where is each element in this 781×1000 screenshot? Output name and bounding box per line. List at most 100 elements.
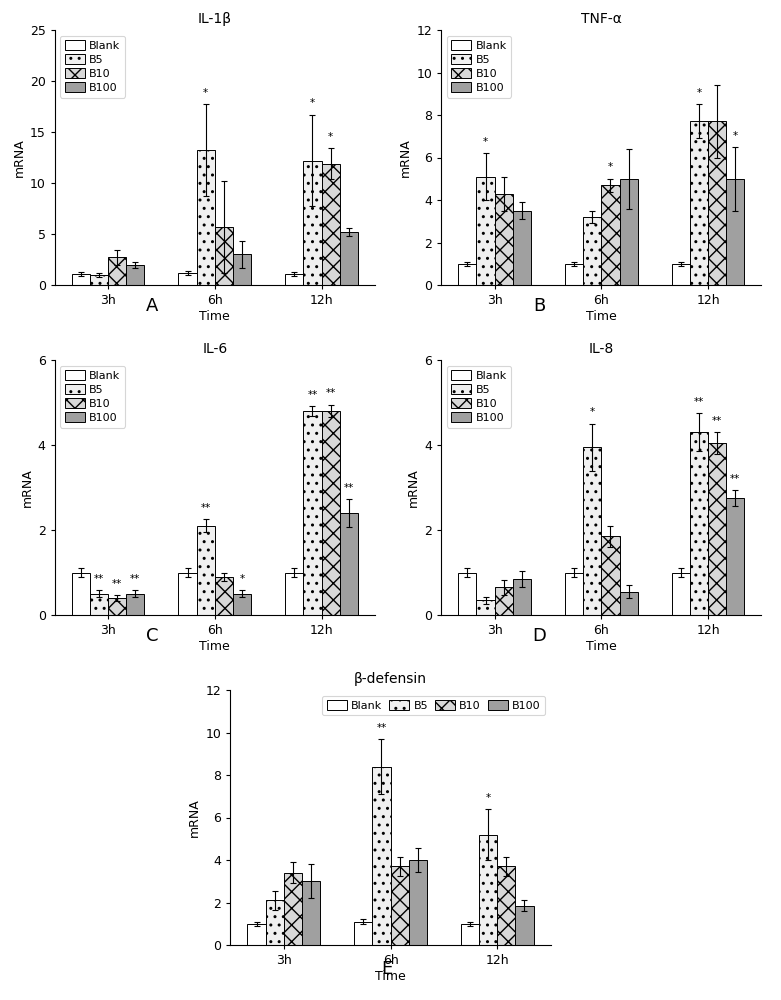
Text: **: **: [376, 722, 387, 732]
Text: **: **: [730, 474, 740, 484]
Bar: [266, 900, 284, 945]
Legend: Blank, B5, B10, B100: Blank, B5, B10, B100: [323, 696, 545, 715]
Bar: [583, 217, 601, 285]
Y-axis label: mRNA: mRNA: [20, 468, 34, 507]
Bar: [726, 179, 744, 285]
Bar: [583, 447, 601, 615]
Text: A: A: [146, 297, 159, 315]
Bar: [494, 587, 513, 615]
Text: **: **: [112, 579, 123, 589]
Bar: [672, 572, 690, 615]
Bar: [340, 513, 358, 615]
Bar: [127, 265, 144, 285]
Text: **: **: [712, 416, 722, 426]
Bar: [494, 194, 513, 285]
Bar: [619, 592, 637, 615]
Text: B: B: [533, 297, 545, 315]
Bar: [285, 572, 303, 615]
Bar: [690, 121, 708, 285]
Text: D: D: [532, 627, 546, 645]
Bar: [233, 254, 251, 285]
Bar: [708, 121, 726, 285]
Bar: [672, 264, 690, 285]
Text: **: **: [307, 390, 318, 400]
Text: C: C: [146, 627, 159, 645]
Bar: [513, 579, 531, 615]
Bar: [248, 924, 266, 945]
Y-axis label: mRNA: mRNA: [12, 138, 26, 177]
Text: *: *: [697, 88, 701, 98]
Title: β-defensin: β-defensin: [354, 672, 427, 686]
Text: *: *: [240, 574, 244, 584]
Bar: [197, 526, 215, 615]
Text: *: *: [733, 130, 738, 140]
Bar: [408, 860, 426, 945]
Text: *: *: [203, 88, 209, 98]
Text: **: **: [326, 388, 336, 398]
Text: **: **: [130, 574, 141, 584]
Bar: [179, 273, 197, 285]
Bar: [619, 179, 637, 285]
Bar: [708, 443, 726, 615]
Bar: [197, 150, 215, 285]
Bar: [690, 432, 708, 615]
Bar: [601, 185, 619, 285]
Bar: [90, 594, 108, 615]
Bar: [565, 572, 583, 615]
Title: IL-6: IL-6: [202, 342, 227, 356]
Title: IL-1β: IL-1β: [198, 12, 232, 26]
Bar: [322, 164, 340, 285]
Bar: [565, 264, 583, 285]
Legend: Blank, B5, B10, B100: Blank, B5, B10, B100: [60, 366, 125, 428]
Text: *: *: [486, 793, 490, 803]
Bar: [179, 572, 197, 615]
X-axis label: Time: Time: [199, 310, 230, 323]
Y-axis label: mRNA: mRNA: [188, 798, 201, 837]
Bar: [340, 232, 358, 285]
Bar: [601, 536, 619, 615]
Y-axis label: mRNA: mRNA: [399, 138, 412, 177]
Bar: [390, 866, 408, 945]
Bar: [108, 598, 127, 615]
Bar: [72, 274, 90, 285]
Text: **: **: [344, 483, 354, 493]
Bar: [515, 906, 533, 945]
Text: *: *: [608, 162, 613, 172]
Text: **: **: [201, 503, 211, 513]
Text: **: **: [694, 397, 704, 407]
Bar: [373, 766, 390, 945]
Legend: Blank, B5, B10, B100: Blank, B5, B10, B100: [447, 366, 512, 428]
Bar: [479, 834, 497, 945]
Bar: [726, 498, 744, 615]
Legend: Blank, B5, B10, B100: Blank, B5, B10, B100: [447, 36, 512, 98]
Bar: [476, 177, 494, 285]
Title: IL-8: IL-8: [589, 342, 614, 356]
Y-axis label: mRNA: mRNA: [407, 468, 420, 507]
Text: *: *: [328, 132, 333, 142]
Bar: [476, 600, 494, 615]
Bar: [322, 411, 340, 615]
Bar: [215, 577, 233, 615]
X-axis label: Time: Time: [586, 310, 617, 323]
Bar: [72, 572, 90, 615]
Bar: [284, 873, 302, 945]
Text: *: *: [590, 407, 595, 417]
X-axis label: Time: Time: [199, 640, 230, 653]
Bar: [127, 594, 144, 615]
Bar: [497, 866, 515, 945]
Bar: [303, 411, 322, 615]
Legend: Blank, B5, B10, B100: Blank, B5, B10, B100: [60, 36, 125, 98]
X-axis label: Time: Time: [586, 640, 617, 653]
Bar: [302, 881, 320, 945]
Bar: [90, 275, 108, 285]
Title: TNF-α: TNF-α: [581, 12, 622, 26]
Bar: [458, 264, 476, 285]
Bar: [233, 594, 251, 615]
Text: *: *: [310, 98, 315, 108]
Bar: [303, 161, 322, 285]
Bar: [355, 922, 373, 945]
Text: E: E: [381, 960, 392, 978]
Bar: [513, 211, 531, 285]
Text: **: **: [94, 574, 104, 584]
Bar: [285, 274, 303, 285]
